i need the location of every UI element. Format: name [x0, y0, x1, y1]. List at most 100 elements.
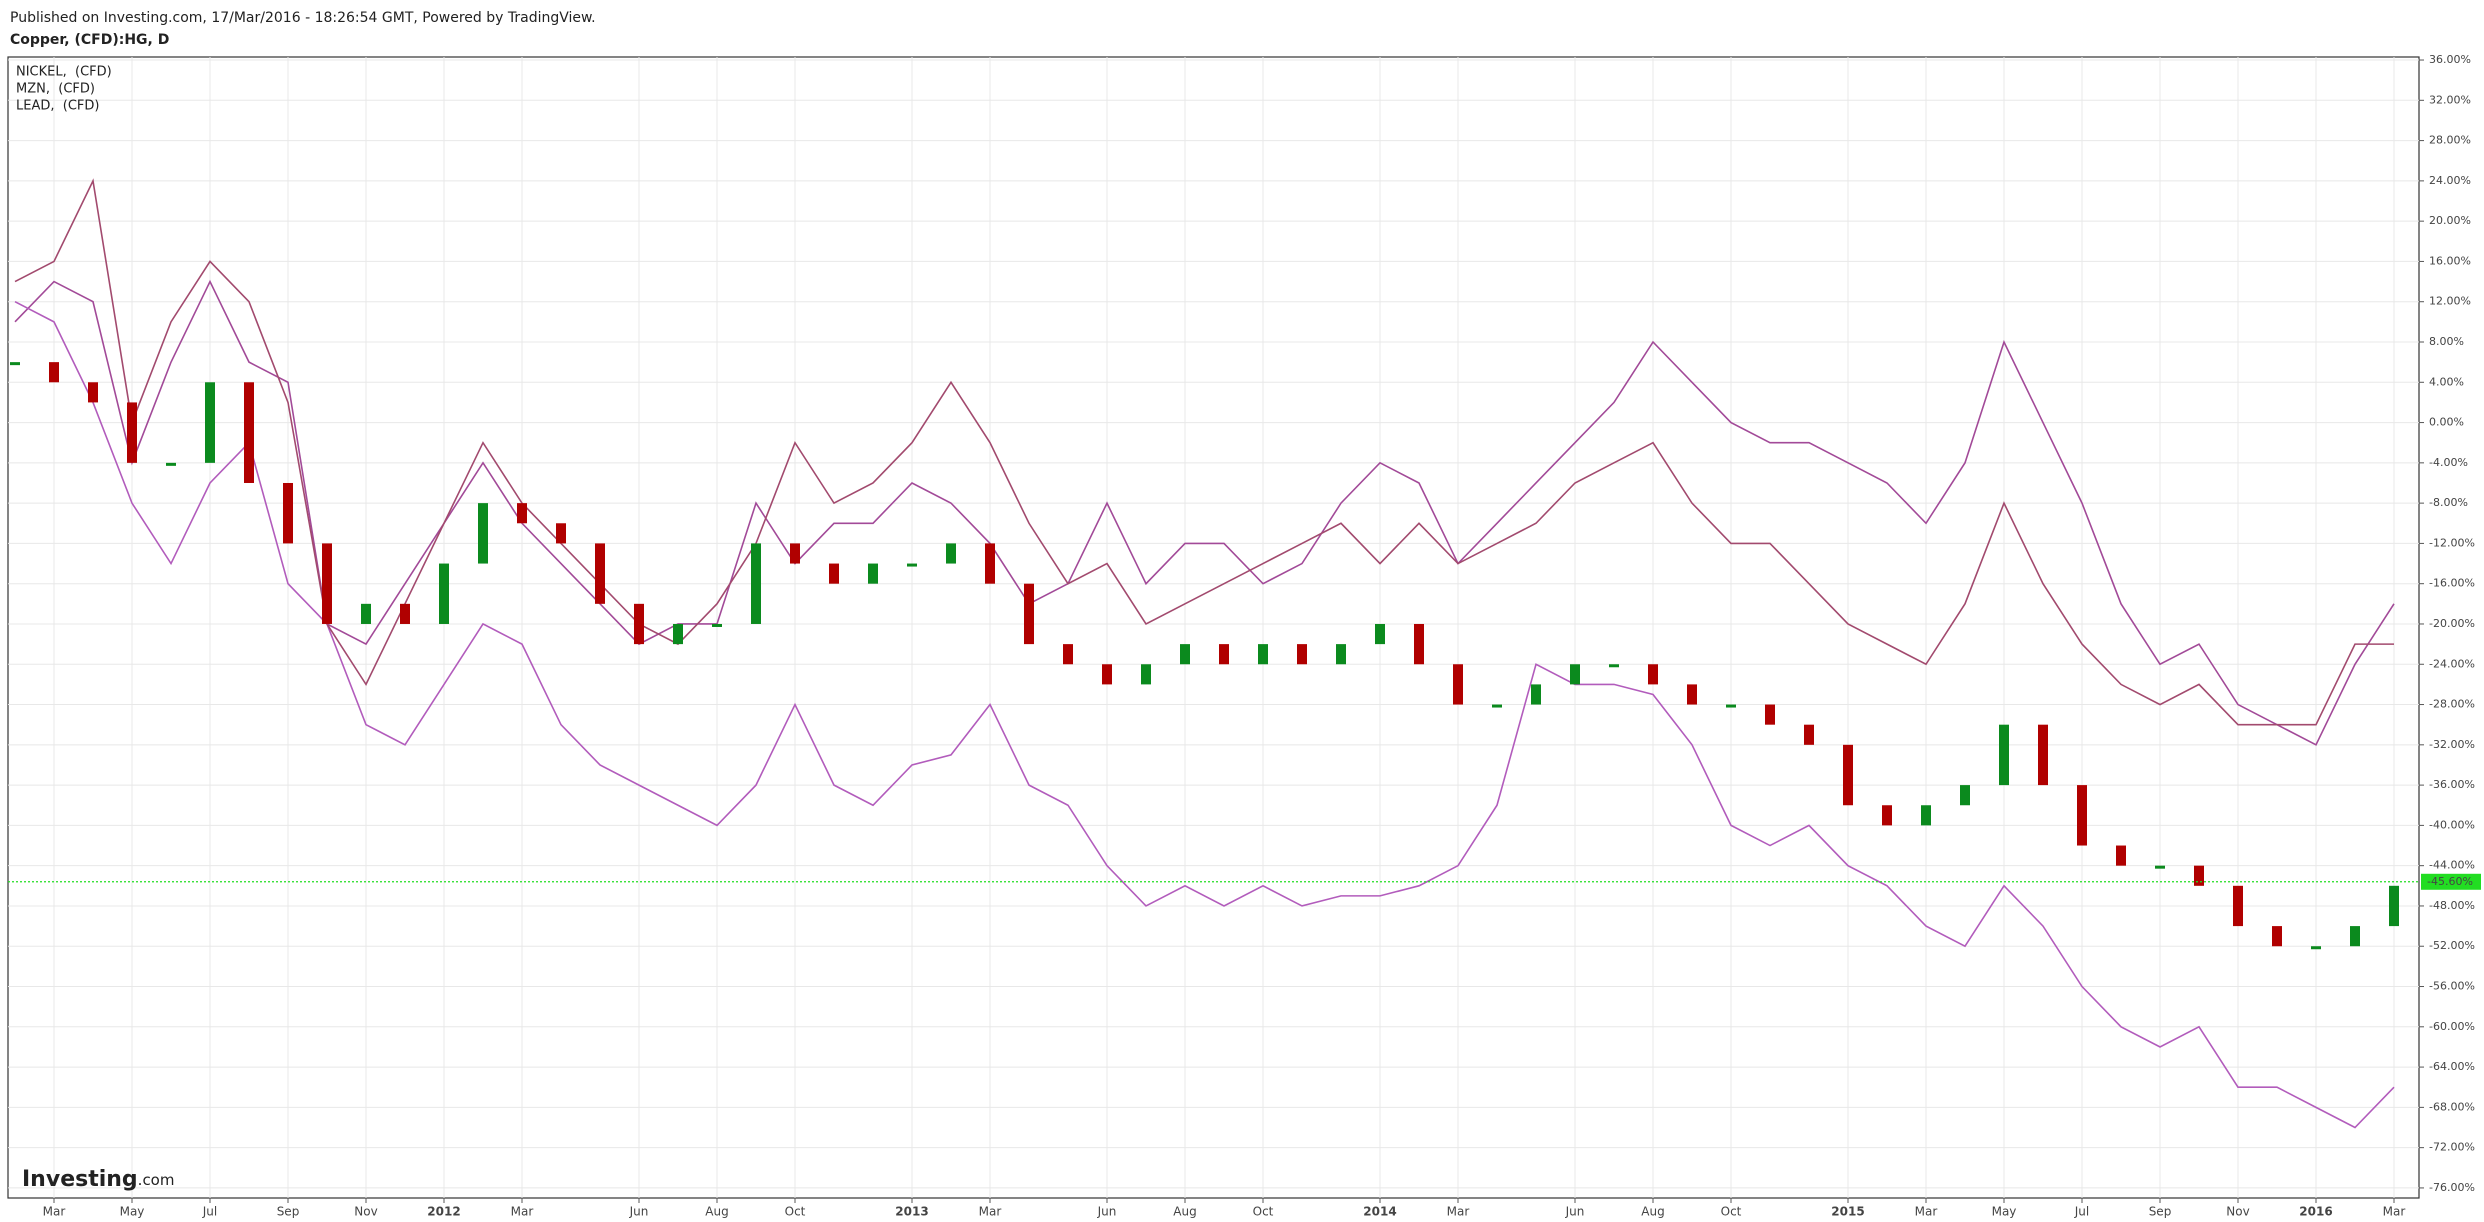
plot-frame — [7, 56, 2420, 1199]
logo: Investing.com — [22, 1167, 174, 1192]
candle — [2194, 865, 2204, 886]
y-tick-label: -36.00% — [2429, 778, 2475, 791]
x-tick-label: Jun — [1565, 1205, 1585, 1219]
logo-suffix: .com — [138, 1171, 175, 1189]
x-tick-label: Jul — [202, 1205, 217, 1219]
candle — [1336, 644, 1346, 665]
candle — [1180, 644, 1190, 665]
x-tick-label: Sep — [2149, 1205, 2172, 1219]
x-tick-label: Mar — [1915, 1205, 1938, 1219]
x-tick-label: 2013 — [895, 1205, 928, 1219]
candle — [1219, 644, 1229, 665]
y-tick-label: 28.00% — [2429, 134, 2471, 147]
logo-name: Investing — [22, 1167, 138, 1192]
x-tick-label: Jul — [2074, 1205, 2089, 1219]
x-tick-label: Oct — [1253, 1205, 1274, 1219]
x-tick-label: Aug — [1173, 1205, 1196, 1219]
x-tick-label: Sep — [277, 1205, 300, 1219]
candle — [1648, 664, 1658, 685]
candle — [1570, 664, 1580, 685]
y-tick-label: -40.00% — [2429, 818, 2475, 831]
x-tick-label: Aug — [1641, 1205, 1664, 1219]
candle — [478, 503, 488, 564]
candle — [2311, 946, 2321, 950]
candle — [2389, 885, 2399, 927]
x-tick-label: Oct — [785, 1205, 806, 1219]
x-tick-label: Mar — [511, 1205, 534, 1219]
y-tick-label: -72.00% — [2429, 1141, 2475, 1154]
x-tick-label: Mar — [2383, 1205, 2406, 1219]
candle — [2077, 785, 2087, 846]
x-tick-label: Aug — [705, 1205, 728, 1219]
x-tick-label: Jun — [1097, 1205, 1117, 1219]
candle — [1999, 724, 2009, 786]
candle — [1414, 623, 1424, 665]
candle — [673, 623, 683, 645]
candle — [88, 382, 98, 403]
candle — [2155, 865, 2165, 869]
x-tick-label: Mar — [979, 1205, 1002, 1219]
x-tick-label: 2014 — [1363, 1205, 1396, 1219]
x-tick-label: Mar — [43, 1205, 66, 1219]
legend-entry: MZN, (CFD) — [16, 82, 95, 97]
y-tick-label: -76.00% — [2429, 1181, 2475, 1194]
current-value-label: -45.60% — [2427, 875, 2473, 888]
candle — [1453, 664, 1463, 705]
candle — [283, 482, 293, 544]
candle — [946, 543, 956, 564]
candle — [517, 503, 527, 524]
candle — [1921, 805, 1931, 826]
candle — [1843, 744, 1853, 806]
y-tick-label: 32.00% — [2429, 93, 2471, 106]
x-tick-label: 2016 — [2299, 1205, 2332, 1219]
x-tick-label: Jun — [629, 1205, 649, 1219]
candle — [712, 623, 722, 627]
x-tick-label: 2015 — [1831, 1205, 1864, 1219]
symbol-title: Copper, (CFD):HG, D — [10, 32, 169, 48]
candle — [166, 462, 176, 466]
candle — [439, 563, 449, 624]
candle — [1726, 704, 1736, 708]
candle — [1531, 684, 1541, 705]
candle — [361, 603, 371, 624]
y-tick-label: -12.00% — [2429, 536, 2475, 549]
y-tick-label: -52.00% — [2429, 939, 2475, 952]
y-tick-label: -68.00% — [2429, 1100, 2475, 1113]
y-tick-label: -32.00% — [2429, 738, 2475, 751]
candle — [1297, 644, 1307, 665]
candle — [49, 362, 59, 383]
published-note: Published on Investing.com, 17/Mar/2016 … — [10, 10, 596, 26]
y-tick-label: -44.00% — [2429, 859, 2475, 872]
x-tick-label: Nov — [2226, 1205, 2249, 1219]
series-line — [14, 301, 2395, 1129]
x-tick-label: May — [120, 1205, 145, 1219]
candle — [1687, 684, 1697, 705]
x-tick-label: Nov — [354, 1205, 377, 1219]
series-line — [14, 178, 2394, 726]
candle — [751, 543, 761, 624]
candle — [10, 362, 20, 366]
y-tick-label: 0.00% — [2429, 416, 2464, 429]
y-tick-label: -24.00% — [2429, 657, 2475, 670]
candle — [907, 563, 917, 567]
candle — [1882, 805, 1892, 826]
candle — [556, 523, 566, 544]
candle — [1258, 644, 1268, 665]
candle — [1375, 623, 1385, 645]
candle — [1492, 704, 1502, 708]
y-tick-label: -28.00% — [2429, 698, 2475, 711]
candle — [1024, 583, 1034, 645]
candle — [868, 563, 878, 584]
candle — [985, 543, 995, 584]
y-tick-label: -8.00% — [2429, 496, 2468, 509]
candle — [2272, 926, 2282, 947]
candle — [205, 382, 215, 463]
candle — [1102, 664, 1112, 685]
candle — [1960, 785, 1970, 806]
candle — [634, 603, 644, 645]
y-tick-label: 4.00% — [2429, 375, 2464, 388]
candle — [1765, 704, 1775, 725]
candle — [322, 543, 332, 624]
y-tick-label: 24.00% — [2429, 174, 2471, 187]
